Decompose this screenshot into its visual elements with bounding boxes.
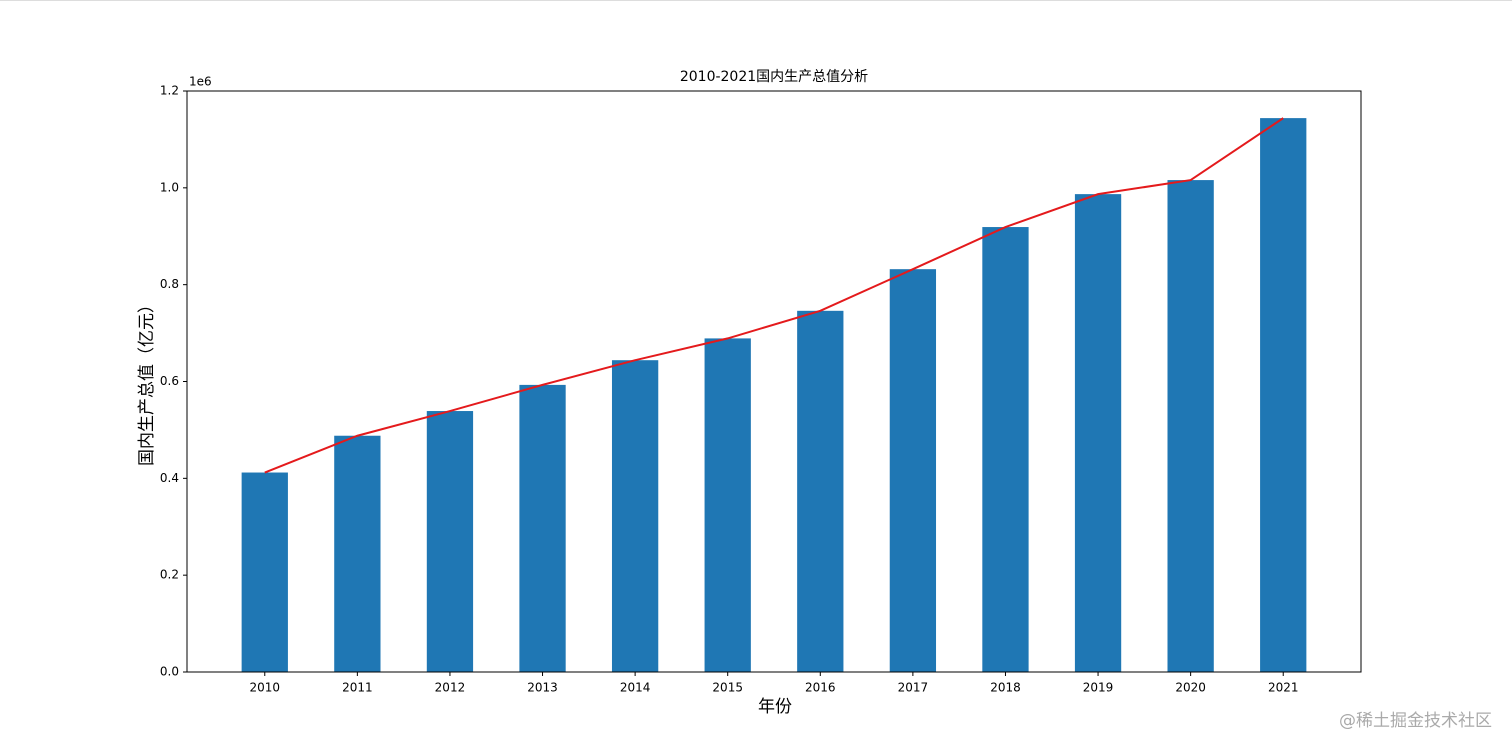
y-tick-label: 1.2 [160,84,179,98]
bar [797,310,844,672]
chart-title: 2010-2021国内生产总值分析 [680,69,868,85]
x-tick-label: 2013 [527,681,558,695]
y-offset-label: 1e6 [189,75,212,89]
y-tick-label: 0.0 [160,665,179,679]
bar [519,384,566,672]
bar [611,360,659,672]
bar [426,411,474,672]
x-tick-label: 2014 [620,681,651,695]
bar [1074,194,1122,672]
x-axis-label: 年份 [758,697,792,717]
y-axis-label: 国内生产总值（亿元） [137,296,157,466]
plot-frame [186,90,1362,673]
x-tick-label: 2018 [990,681,1021,695]
x-tick-label: 2021 [1268,681,1299,695]
bar [334,435,381,672]
x-tick-label: 2011 [342,681,373,695]
bar [1167,180,1214,672]
y-tick-label: 0.6 [160,374,179,388]
x-tick-label: 2017 [898,681,929,695]
x-tick-label: 2016 [805,681,836,695]
bar [982,227,1029,672]
trend-line [264,117,1284,474]
x-tick-label: 2015 [712,681,743,695]
bar [704,338,751,672]
y-tick-label: 0.8 [160,277,179,291]
x-tick-label: 2020 [1175,681,1206,695]
y-tick-label: 1.0 [160,180,179,194]
bar [1260,118,1307,672]
x-tick-label: 2019 [1083,681,1114,695]
x-tick-label: 2010 [249,681,280,695]
watermark: @稀土掘金技术社区 [1339,711,1492,731]
y-tick-label: 0.4 [160,471,179,485]
x-tick-label: 2012 [435,681,466,695]
y-tick-label: 0.2 [160,568,179,582]
bar [889,269,937,672]
bar [241,472,288,672]
